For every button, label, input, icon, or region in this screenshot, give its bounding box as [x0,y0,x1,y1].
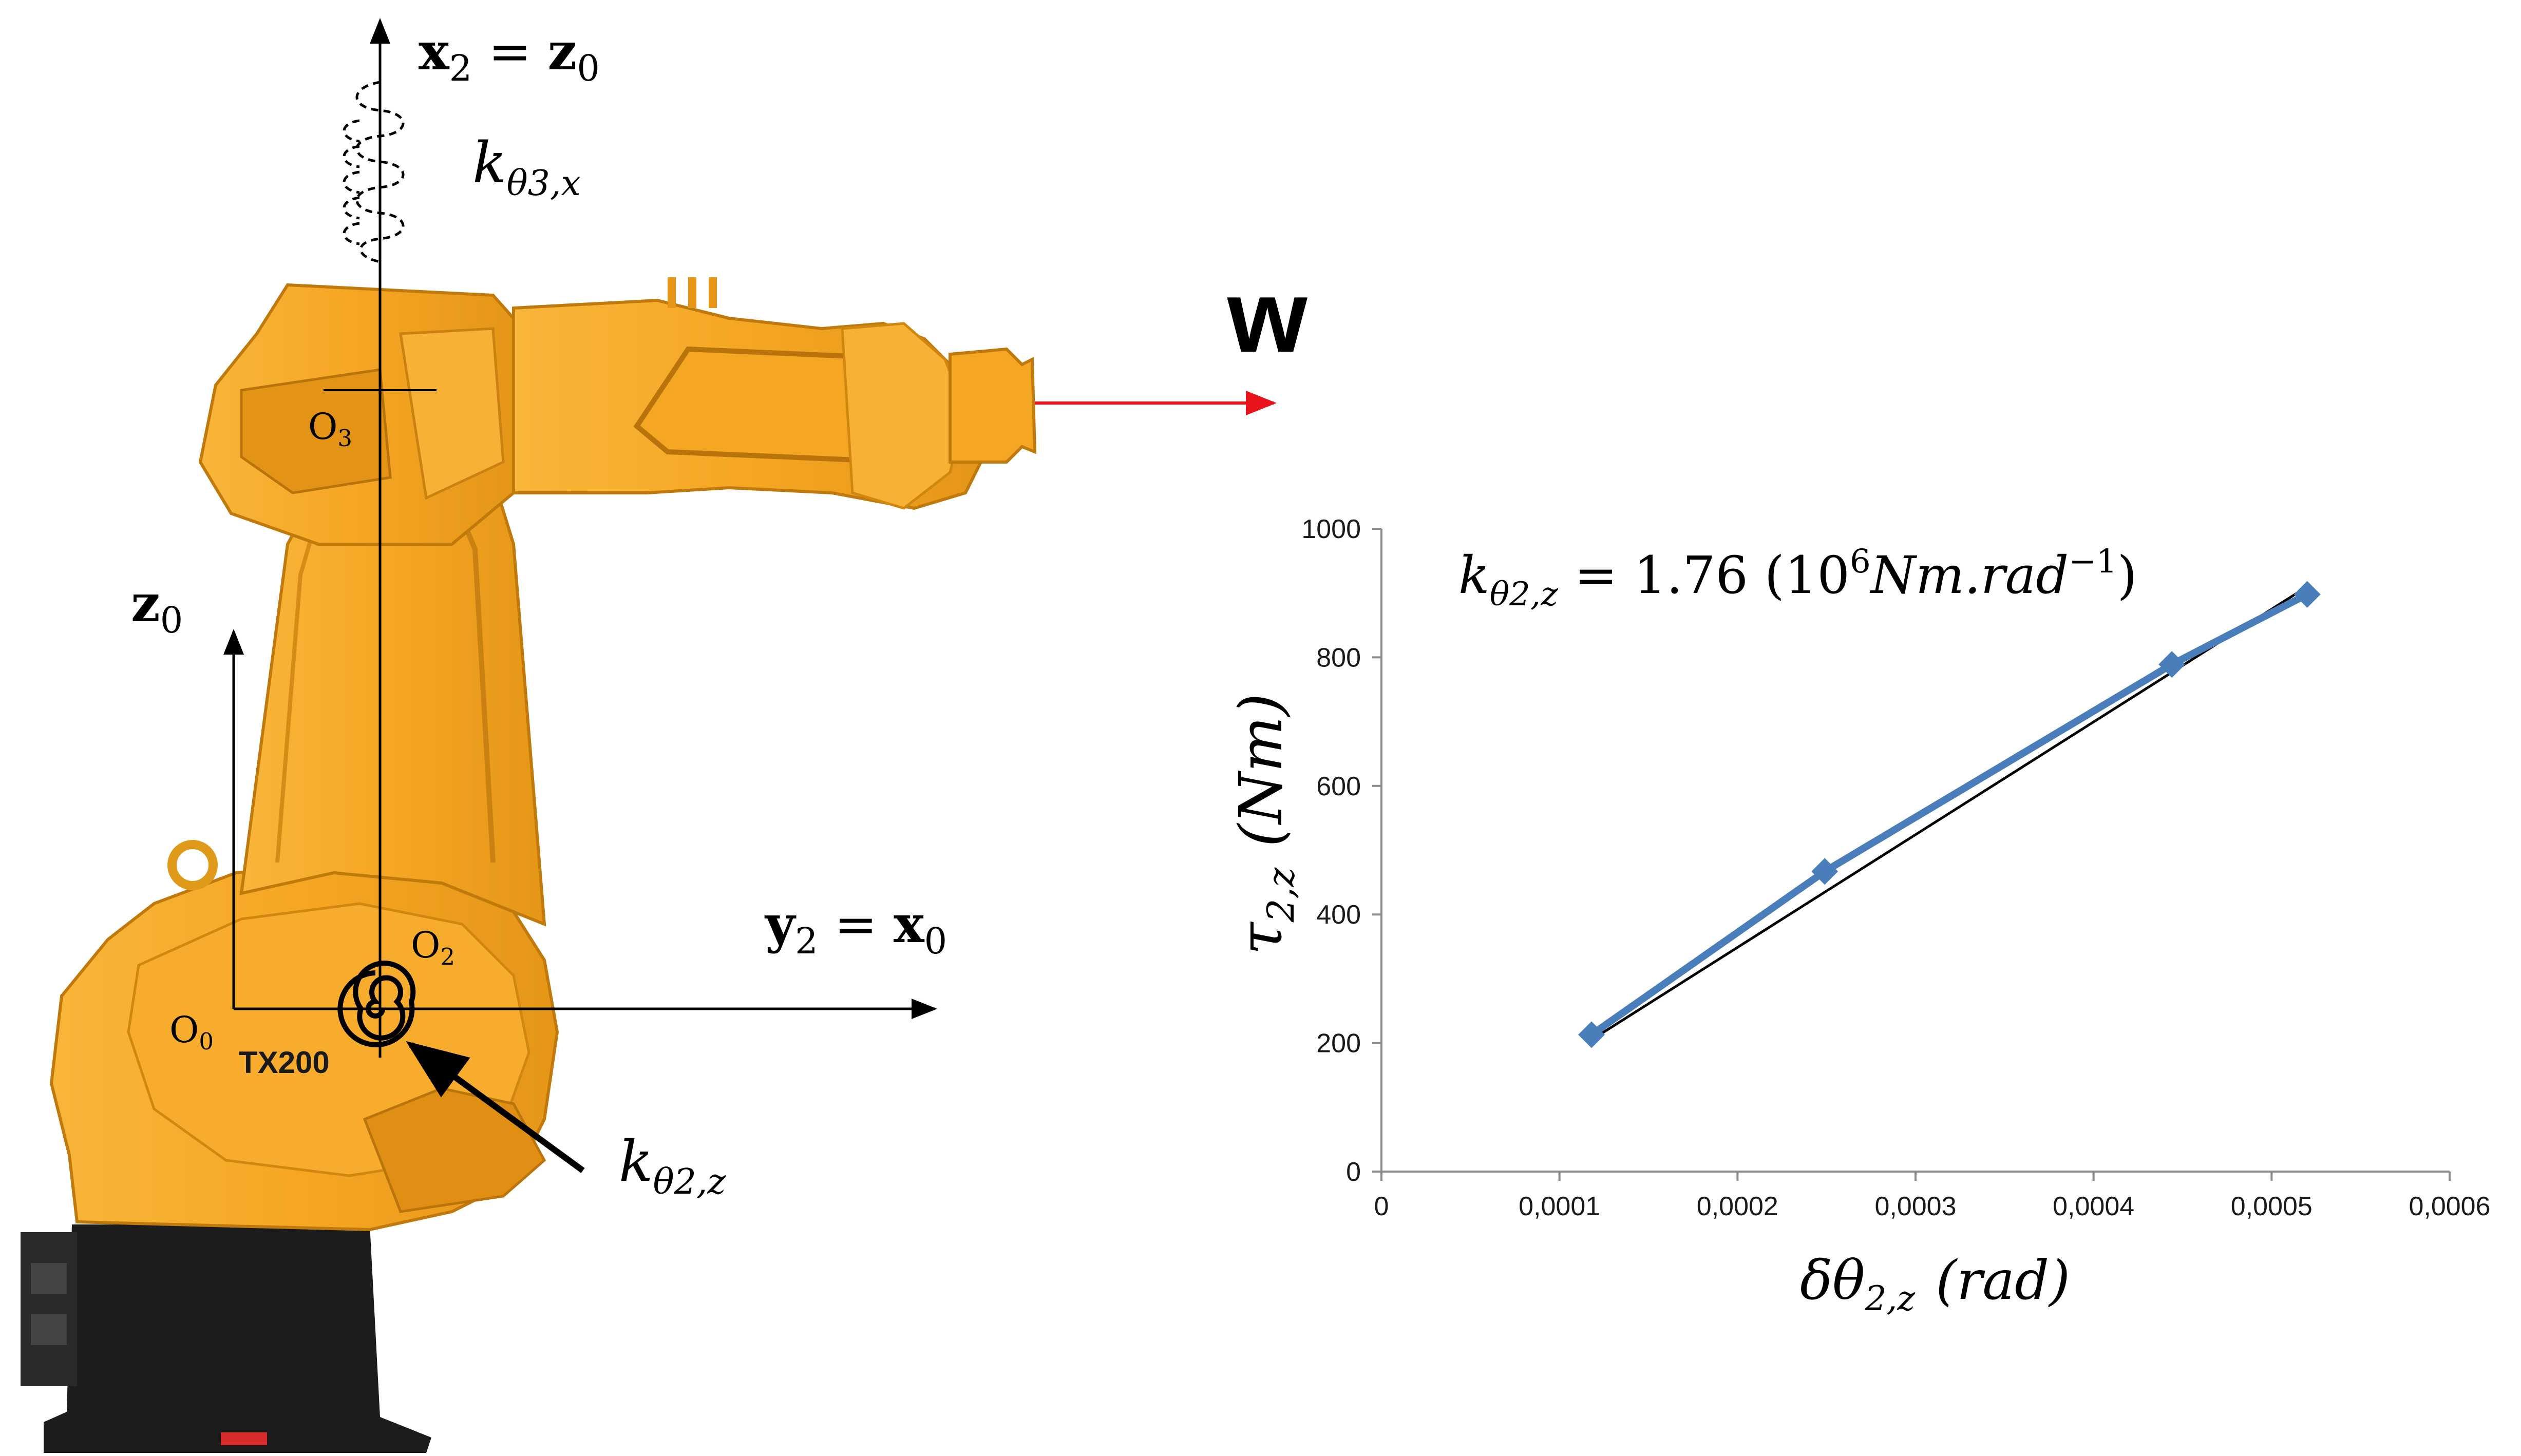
y-tick-label: 200 [1316,1029,1361,1059]
elbow-panel [399,327,505,500]
data-point-marker [2293,581,2321,608]
torsion-spring-label: kθ2,z [619,1128,726,1202]
series-line [1589,591,2309,1038]
y-tick-label: 600 [1316,772,1361,801]
base-connector-detail [31,1263,67,1294]
x-tick-label: 0,0004 [2053,1192,2134,1221]
chart-axes [1380,529,2450,1173]
y-tick-label: 800 [1316,643,1361,673]
robot-illustration: TX200 [21,277,1037,1453]
x-tick-label: 0,0003 [1874,1192,1956,1221]
elbow-panel [240,368,392,494]
y-tick-label: 1000 [1301,514,1361,544]
x-tick-label: 0,0002 [1697,1192,1778,1221]
data-point-marker [1811,858,1838,885]
chart-x-ticks: 0 0,0001 0,0002 0,0003 0,0004 0,0005 0,0006 [1374,1172,2491,1221]
data-point-marker [2158,651,2186,678]
x-tick-label: 0 [1374,1192,1389,1221]
lifting-eye [167,840,218,890]
x-tick-label: 0,0006 [2409,1192,2490,1221]
torsion-spring-icon [337,961,416,1047]
base-label [221,1432,267,1445]
x-tick-label: 0,0005 [2231,1192,2313,1221]
chart-series [1578,581,2321,1048]
base-connector-detail [31,1314,67,1345]
diagram-labels: x2 = z0 kθ3,x w z0 y2 = x0 O0 O2 O3 kθ2,… [131,21,1307,1202]
frame-z0-label: z0 [131,573,183,641]
stiffness-chart: 0 0,0001 0,0002 0,0003 0,0004 0,0005 0,0006 0 2… [1227,514,2491,1318]
frames [223,18,1277,1173]
data-point-marker [1578,1021,1605,1048]
forearm-ribs [668,277,676,308]
origin-o3-label: O3 [308,406,352,452]
robot-wrist [949,347,1037,464]
x-tick-label: 0,0001 [1519,1192,1600,1221]
origin-o0-label: O0 [169,1009,214,1055]
forearm-ribs [688,277,696,308]
forearm-ribs [709,277,717,308]
chart-x-label: δθ2,z (rad) [1800,1249,2070,1318]
origin-o2-label: O2 [411,924,455,970]
spring-icon [343,81,405,263]
spring-label: kθ3,x [472,130,581,204]
chart-y-label: τ2,z(Nm) [1227,693,1302,955]
base-connector [21,1232,77,1386]
chart-fit-line [1590,585,2308,1041]
fit-line [1590,585,2308,1041]
robot-base [44,1224,431,1453]
chart-y-ticks: 0 200 400 600 800 1000 [1301,514,1381,1187]
y-tick-label: 400 [1316,900,1361,930]
chart-annotation: kθ2,z = 1.76 (106Nm.rad−1) [1458,543,2137,614]
torsion-pointer-arrow [406,1041,585,1173]
robot-model-label: TX200 [239,1045,330,1080]
y-tick-label: 0 [1346,1157,1361,1187]
axis-horizontal-label: y2 = x0 [764,894,947,962]
force-label: w [1227,259,1307,374]
axis-vertical-label: x2 = z0 [419,21,600,89]
